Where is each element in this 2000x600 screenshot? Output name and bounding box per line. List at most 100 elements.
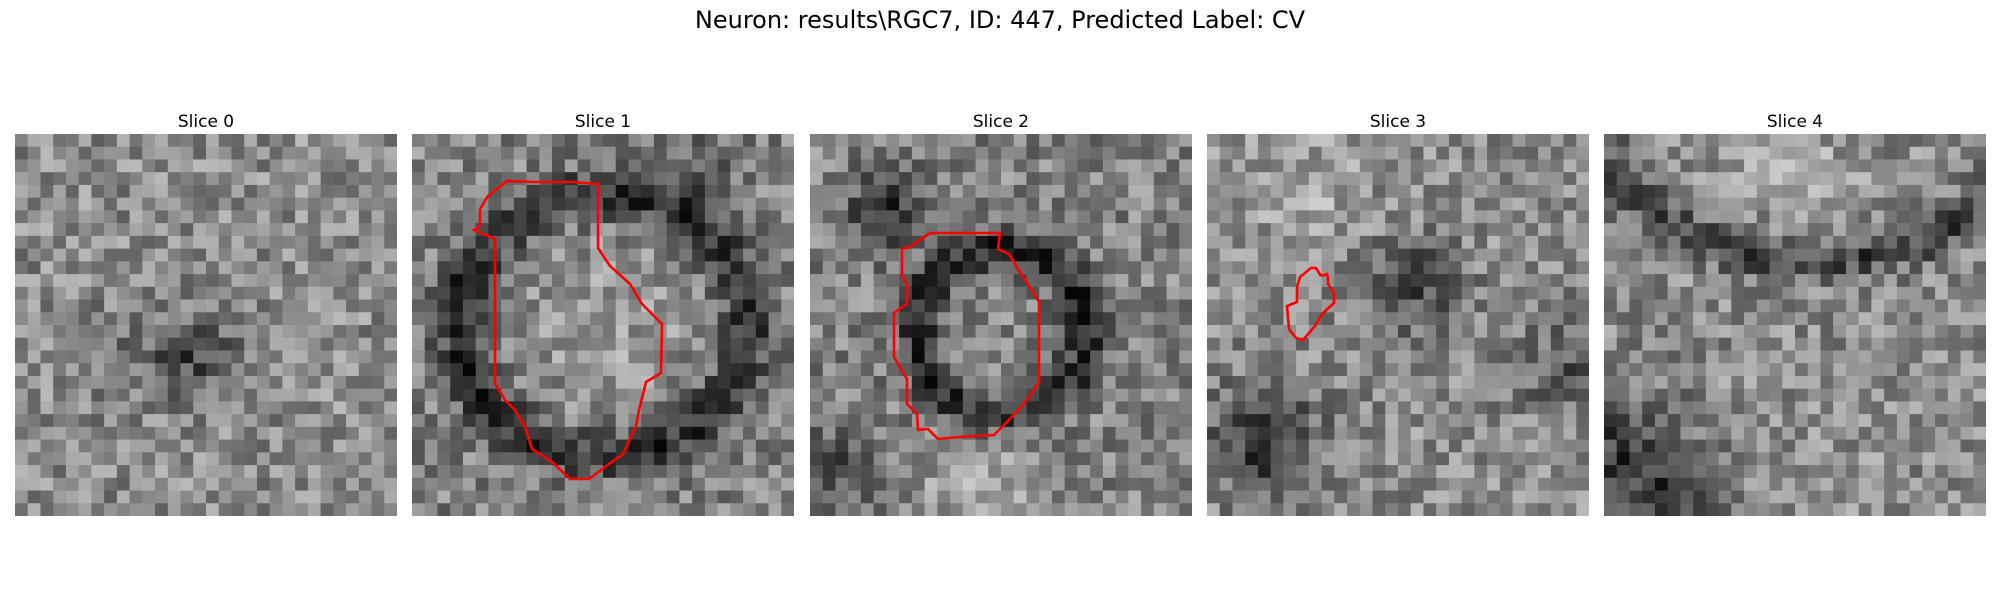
pixel-tile <box>1576 197 1589 211</box>
pixel-tile <box>167 312 182 326</box>
pixel-tile <box>488 503 502 516</box>
pixel-tile <box>501 274 515 288</box>
pixel-tile <box>1718 477 1732 492</box>
pixel-tile <box>822 197 837 211</box>
pixel-tile <box>835 414 849 428</box>
pixel-tile <box>886 490 900 504</box>
pixel-tile <box>1576 248 1589 262</box>
pixel-tile <box>1845 452 1860 466</box>
pixel-tile <box>1207 286 1221 301</box>
pixel-tile <box>1436 248 1450 262</box>
pixel-tile <box>1347 414 1361 428</box>
pixel-tile <box>1667 159 1681 173</box>
pixel-tile <box>1166 350 1180 364</box>
pixel-tile <box>552 414 566 428</box>
pixel-tile <box>1039 235 1053 250</box>
pixel-tile <box>142 337 156 352</box>
pixel-tile <box>346 197 360 211</box>
pixel-tile <box>15 465 29 479</box>
pixel-tile <box>1935 350 1949 364</box>
pixel-tile <box>835 299 849 313</box>
pixel-tile <box>1296 248 1310 262</box>
pixel-tile <box>1347 274 1361 288</box>
pixel-tile <box>1525 210 1539 224</box>
pixel-tile <box>218 223 233 237</box>
pixel-tile <box>911 363 926 377</box>
pixel-tile <box>1359 477 1374 492</box>
pixel-tile <box>1398 490 1412 504</box>
pixel-tile <box>358 363 373 377</box>
pixel-tile <box>1629 477 1643 492</box>
pixel-tile <box>1820 350 1834 364</box>
pixel-tile <box>1207 184 1221 199</box>
pixel-tile <box>437 452 451 466</box>
pixel-tile <box>424 325 439 339</box>
pixel-tile <box>1077 414 1091 428</box>
pixel-tile <box>1667 312 1681 326</box>
pixel-tile <box>1845 363 1860 377</box>
pixel-tile <box>1858 337 1872 352</box>
pixel-tile <box>1207 388 1221 402</box>
pixel-tile <box>142 210 156 224</box>
pixel-tile <box>1756 261 1771 275</box>
pixel-tile <box>1026 426 1040 441</box>
pixel-tile <box>1232 465 1246 479</box>
pixel-tile <box>1922 375 1936 390</box>
pixel-tile <box>1756 146 1771 161</box>
pixel-tile <box>1693 337 1707 352</box>
pixel-tile <box>1347 248 1361 262</box>
pixel-tile <box>1436 414 1450 428</box>
pixel-tile <box>475 337 489 352</box>
pixel-tile <box>155 375 169 390</box>
pixel-tile <box>307 490 322 504</box>
pixel-tile <box>358 261 373 275</box>
pixel-tile <box>886 414 900 428</box>
pixel-tile <box>822 401 837 415</box>
pixel-tile <box>65 312 80 326</box>
pixel-tile <box>513 223 528 237</box>
pixel-tile <box>848 172 862 186</box>
pixel-tile <box>1153 286 1168 301</box>
pixel-tile <box>116 159 131 173</box>
pixel-tile <box>988 261 1002 275</box>
pixel-tile <box>1461 223 1475 237</box>
pixel-tile <box>488 223 502 237</box>
pixel-tile <box>835 235 849 250</box>
pixel-tile <box>1616 477 1631 492</box>
pixel-tile <box>1270 184 1284 199</box>
pixel-tile <box>1680 299 1694 313</box>
pixel-tile <box>743 261 757 275</box>
pixel-tile <box>1769 452 1783 466</box>
pixel-tile <box>1538 134 1552 148</box>
pixel-tile <box>1398 375 1412 390</box>
pixel-tile <box>1744 235 1758 250</box>
pixel-tile <box>91 401 105 415</box>
pixel-tile <box>1039 146 1053 161</box>
pixel-tile <box>513 159 528 173</box>
pixel-tile <box>1858 490 1872 504</box>
pixel-tile <box>679 274 693 288</box>
pixel-tile <box>206 197 220 211</box>
pixel-tile <box>513 286 528 301</box>
pixel-tile <box>1321 223 1335 237</box>
pixel-tile <box>1385 401 1399 415</box>
pixel-tile <box>755 350 770 364</box>
pixel-tile <box>1296 210 1310 224</box>
pixel-tile <box>653 490 668 504</box>
pixel-tile <box>873 465 887 479</box>
pixel-tile <box>40 159 54 173</box>
pixel-tile <box>1744 274 1758 288</box>
pixel-tile <box>1436 465 1450 479</box>
pixel-tile <box>384 134 397 148</box>
pixel-tile <box>1179 197 1192 211</box>
pixel-tile <box>346 210 360 224</box>
pixel-tile <box>1525 477 1539 492</box>
pixel-tile <box>1947 401 1962 415</box>
pixel-tile <box>218 274 233 288</box>
pixel-tile <box>1538 401 1552 415</box>
pixel-tile <box>333 159 347 173</box>
pixel-tile <box>1474 337 1488 352</box>
pixel-tile <box>437 477 451 492</box>
pixel-tile <box>1245 439 1259 453</box>
pixel-tile <box>155 248 169 262</box>
